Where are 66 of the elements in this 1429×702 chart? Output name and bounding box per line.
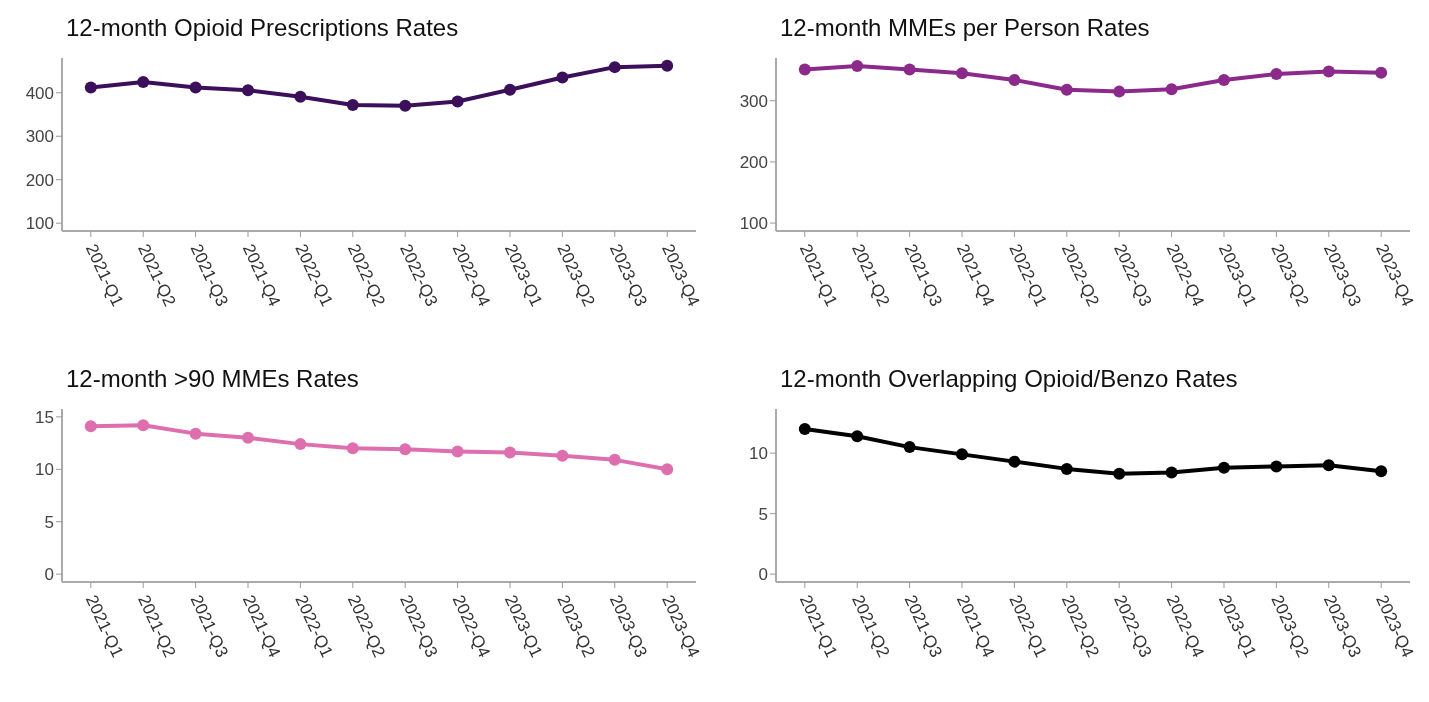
point	[851, 430, 864, 443]
point	[1322, 459, 1335, 472]
y-tick-label: 400	[25, 83, 54, 103]
point	[399, 443, 412, 456]
point	[556, 449, 569, 462]
point	[294, 438, 307, 451]
y-tick-label: 10	[35, 460, 54, 480]
point	[242, 84, 255, 97]
point	[608, 453, 621, 466]
point	[956, 67, 969, 80]
point	[1113, 85, 1126, 98]
point	[242, 431, 255, 444]
point	[451, 95, 464, 108]
point	[84, 420, 97, 433]
point	[294, 90, 307, 103]
y-tick-label: 5	[44, 512, 54, 532]
point	[346, 442, 359, 455]
point	[903, 63, 916, 76]
y-tick-label: 200	[25, 170, 54, 190]
point	[851, 59, 864, 72]
y-tick-label: 200	[739, 152, 768, 172]
y-tick-label: 100	[25, 214, 54, 234]
point	[1217, 74, 1230, 87]
point	[1008, 455, 1021, 468]
point	[1270, 460, 1283, 473]
chart-title: 12-month Opioid Prescriptions Rates	[66, 14, 459, 42]
point	[608, 61, 621, 74]
point	[1322, 65, 1335, 78]
y-tick-label: 10	[749, 444, 768, 464]
y-tick-label: 100	[739, 214, 768, 234]
point	[661, 463, 674, 476]
y-tick-label: 0	[758, 565, 768, 585]
point	[661, 59, 674, 72]
point	[1375, 66, 1388, 79]
point	[1060, 462, 1073, 475]
point	[1060, 83, 1073, 96]
chart-title: 12-month Overlapping Opioid/Benzo Rates	[780, 365, 1238, 393]
y-tick-label: 0	[44, 565, 54, 585]
point	[1165, 83, 1178, 96]
point	[903, 441, 916, 454]
point	[503, 446, 516, 459]
point	[798, 63, 811, 76]
point	[346, 98, 359, 111]
point	[1113, 467, 1126, 480]
y-tick-label: 5	[758, 504, 768, 524]
point	[399, 99, 412, 112]
point	[503, 83, 516, 96]
point	[189, 81, 202, 94]
point	[1270, 67, 1283, 80]
point	[556, 71, 569, 84]
point	[189, 427, 202, 440]
point	[798, 422, 811, 435]
chart-title: 12-month MMEs per Person Rates	[780, 14, 1150, 42]
y-tick-label: 15	[35, 407, 54, 427]
point	[137, 75, 150, 88]
point	[1008, 74, 1021, 87]
chart-title: 12-month >90 MMEs Rates	[66, 365, 359, 393]
point	[137, 419, 150, 432]
point	[956, 448, 969, 461]
point	[1375, 465, 1388, 478]
point	[1165, 466, 1178, 479]
y-tick-label: 300	[25, 127, 54, 147]
point	[451, 445, 464, 458]
point	[84, 81, 97, 94]
point	[1217, 461, 1230, 474]
y-tick-label: 300	[739, 91, 768, 111]
